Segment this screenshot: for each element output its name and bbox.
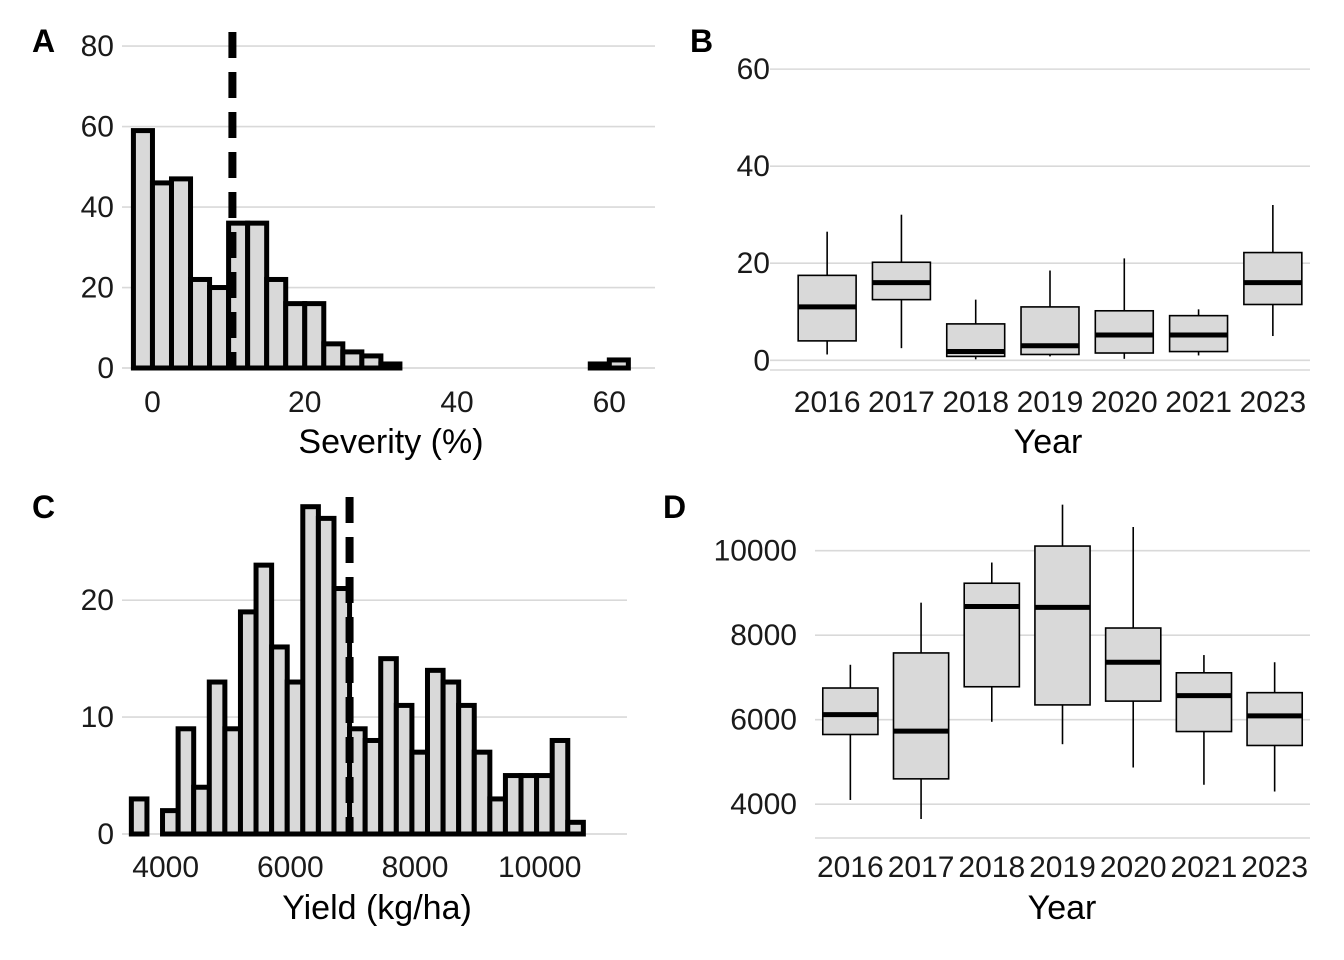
histogram-bar [245, 220, 270, 371]
x-axis-title: Year [1028, 889, 1097, 927]
x-tick-label: 8000 [382, 851, 449, 884]
box-iqr [963, 582, 1021, 688]
box-iqr [1246, 691, 1304, 747]
x-tick-label: 2023 [1241, 851, 1308, 884]
x-tick-label: 40 [440, 386, 473, 419]
panel-a: A 0 20 40 60 80 0 20 40 60 Severity (%) [32, 23, 655, 461]
x-axis-title: Yield (kg/ha) [282, 889, 472, 927]
y-tick-label: 0 [97, 818, 114, 851]
histogram-bar [321, 341, 346, 371]
histogram-bar [264, 276, 289, 371]
boxplot-2016 [821, 664, 879, 800]
histogram-bar [340, 349, 365, 371]
y-tick-label: 10 [81, 701, 114, 734]
histogram-bar [188, 276, 213, 371]
x-tick-label: 10000 [498, 851, 581, 884]
x-tick-label: 6000 [257, 851, 324, 884]
histogram-bar [302, 301, 327, 371]
histogram-bar [207, 285, 232, 371]
y-tick-label: 40 [81, 191, 114, 224]
histogram-bar [565, 819, 586, 837]
histogram-bar [471, 749, 493, 837]
y-tick-label: 4000 [730, 788, 797, 821]
histogram-bar [149, 180, 174, 371]
x-tick-label: 2020 [1091, 386, 1158, 419]
x-tick-label: 0 [144, 386, 161, 419]
histogram-bar [283, 301, 308, 371]
panel-b: B 0 20 40 60 2016 2017 2018 2019 2020 2021 2023 Year [690, 23, 1310, 461]
x-tick-label: 2017 [868, 386, 935, 419]
panel-label: B [690, 23, 713, 59]
x-tick-label: 2023 [1239, 386, 1306, 419]
y-tick-label: 40 [737, 150, 770, 183]
box-iqr [1034, 545, 1091, 706]
histogram-bar [606, 357, 631, 371]
y-tick-label: 20 [81, 584, 114, 617]
y-tick-label: 0 [97, 352, 114, 385]
boxplot-2017 [892, 602, 950, 819]
x-tick-label: 20 [288, 386, 321, 419]
panel-label: A [32, 23, 55, 59]
boxplot-2019 [1034, 504, 1091, 745]
histogram-bar [168, 176, 194, 371]
box-iqr [1243, 251, 1303, 306]
x-tick-label: 2019 [1029, 851, 1096, 884]
y-tick-label: 10000 [714, 535, 797, 568]
boxplot-2020 [1094, 258, 1155, 359]
boxplot-2021 [1168, 309, 1229, 356]
panel-label: C [32, 489, 55, 525]
box-iqr [1175, 672, 1233, 733]
histogram-bar [549, 737, 571, 837]
y-tick-label: 80 [81, 30, 114, 63]
x-tick-label: 4000 [132, 851, 199, 884]
y-tick-label: 20 [737, 247, 770, 280]
histogram-bar [128, 796, 150, 837]
x-tick-label: 2018 [958, 851, 1025, 884]
x-tick-label: 2021 [1165, 386, 1232, 419]
box-iqr [821, 687, 879, 736]
panel-label: D [663, 489, 686, 525]
boxplot-2020 [1104, 527, 1162, 768]
x-axis-title: Year [1014, 423, 1083, 461]
boxplot-2017 [871, 214, 932, 349]
x-tick-label: 2016 [817, 851, 884, 884]
x-tick-label: 2019 [1017, 386, 1084, 419]
x-tick-label: 60 [593, 386, 626, 419]
histogram-bar [130, 128, 155, 371]
y-tick-label: 60 [81, 111, 114, 144]
boxplot-2023 [1243, 205, 1303, 337]
box-iqr [1094, 309, 1155, 354]
box-iqr [892, 652, 950, 780]
y-tick-label: 0 [753, 344, 770, 377]
boxplot-2023 [1246, 662, 1304, 792]
boxplot-2021 [1175, 655, 1233, 785]
boxplot-2019 [1020, 270, 1080, 357]
histogram-bar [175, 726, 197, 837]
x-tick-label: 2017 [888, 851, 955, 884]
x-tick-label: 2020 [1100, 851, 1167, 884]
y-tick-label: 8000 [730, 619, 797, 652]
histogram-bar [587, 361, 612, 371]
y-tick-label: 6000 [730, 704, 797, 737]
y-tick-label: 60 [737, 53, 770, 86]
boxplot-2016 [797, 231, 857, 355]
panel-c: C 0 10 20 4000 6000 8000 10000 Yield (kg/ha) [32, 489, 627, 927]
histogram-bar [378, 361, 403, 371]
histogram-bar [359, 353, 384, 371]
boxplot-2018 [945, 299, 1006, 360]
y-tick-label: 20 [81, 272, 114, 305]
x-tick-label: 2021 [1171, 851, 1238, 884]
x-tick-label: 2018 [942, 386, 1009, 419]
boxplot-2018 [963, 562, 1021, 722]
x-tick-label: 2016 [794, 386, 861, 419]
x-axis-title: Severity (%) [298, 423, 483, 461]
